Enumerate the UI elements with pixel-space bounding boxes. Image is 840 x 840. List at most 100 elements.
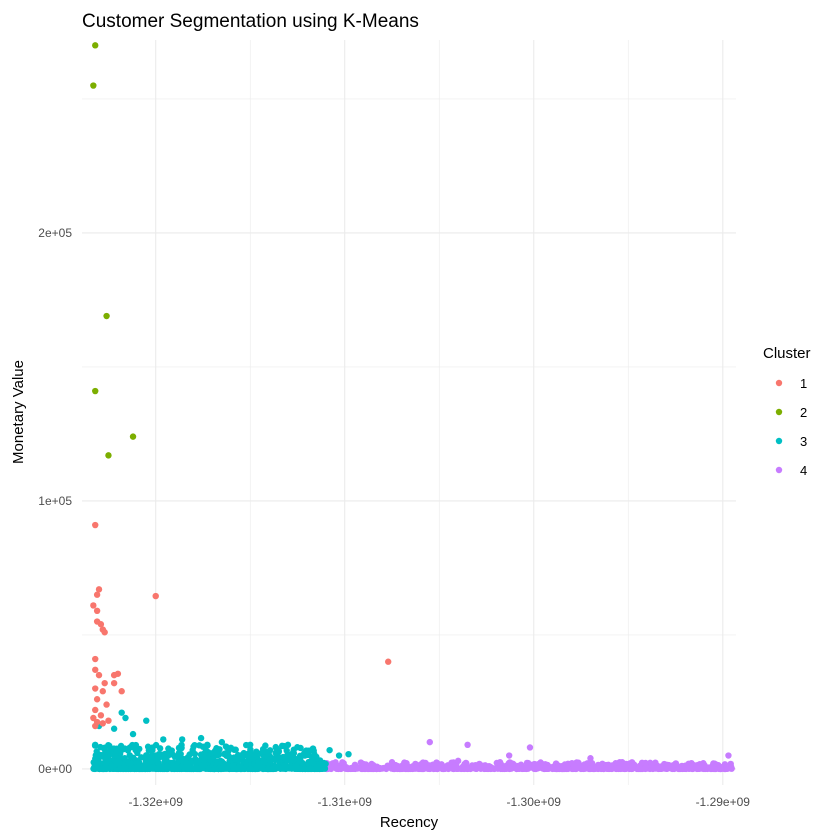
data-point [92,42,99,49]
data-point [222,743,230,750]
data-point [252,763,260,771]
data-point [578,765,586,772]
data-point [196,742,203,749]
data-point [255,759,262,766]
data-point [523,759,531,767]
data-point [103,312,110,320]
data-point [564,765,572,773]
data-point [498,765,506,772]
data-point [93,696,101,703]
data-point [247,765,254,773]
data-point [588,759,596,767]
data-point [154,764,162,772]
data-point [306,759,313,766]
data-point [433,759,440,766]
data-point [204,741,211,749]
data-point [421,761,428,769]
y-axis-ticks: 0e+00 1e+05 2e+05 [38,226,72,776]
data-point [653,765,660,772]
legend-key [775,379,783,387]
data-point [201,754,208,761]
data-point [376,765,384,773]
data-point [90,602,97,609]
data-point [190,743,197,750]
data-point [218,738,226,746]
data-point [110,679,118,687]
x-tick-label: -1.30e+09 [507,795,562,809]
data-point [394,765,401,773]
data-point [110,745,118,752]
data-point [178,763,185,770]
data-point [122,714,129,722]
data-point [160,736,167,743]
data-point [464,741,471,749]
data-point [531,765,538,773]
data-point [194,765,201,773]
data-point [97,751,104,759]
data-point [280,742,288,750]
data-point [253,748,260,755]
data-point [116,748,123,756]
data-point [526,744,534,751]
data-point [557,764,564,771]
x-tick-label: -1.32e+09 [129,795,184,809]
data-point [265,750,272,757]
data-point [118,688,125,695]
data-point [91,741,99,749]
data-point [305,748,312,756]
data-point [101,679,108,687]
data-point [454,757,462,765]
data-point [155,754,162,762]
y-axis-label: Monetary Value [10,360,27,464]
data-point [259,764,266,771]
data-point [207,750,215,757]
data-point [108,763,116,770]
data-point [92,655,99,663]
data-point [213,745,220,752]
data-point [239,752,247,760]
data-point [97,712,105,719]
data-point [171,753,179,760]
data-point [345,750,352,758]
data-point [92,666,99,673]
data-point [357,759,365,766]
data-point [484,764,491,772]
data-point [664,762,671,769]
data-point [125,759,133,767]
data-point [262,742,269,749]
data-point [693,764,700,772]
data-point [143,752,150,759]
data-point [297,756,304,763]
data-point [470,764,478,771]
data-point [520,765,528,772]
data-point [267,758,274,765]
data-point [316,761,323,768]
data-point [648,761,656,768]
data-point [294,744,301,751]
data-point [210,765,218,773]
legend-label: 3 [800,434,807,449]
data-point [321,761,328,768]
legend: Cluster 1 2 3 4 [763,345,811,478]
data-point [388,759,396,766]
data-point [129,433,137,440]
data-point [242,761,250,769]
data-point [260,758,268,765]
data-point [335,752,343,759]
data-point [118,709,125,716]
data-point [288,765,295,772]
data-point [575,759,582,766]
data-point [124,747,132,754]
data-point [244,753,252,760]
data-point [307,765,315,772]
y-tick-label: 1e+05 [38,494,72,508]
x-axis-ticks: -1.32e+09 -1.31e+09 -1.30e+09 -1.29e+09 [129,795,751,809]
data-point [191,750,199,758]
data-point [93,765,101,772]
data-point [218,765,225,772]
data-point [186,751,193,758]
data-point [95,671,103,679]
data-point [95,586,103,593]
data-point [385,658,392,665]
